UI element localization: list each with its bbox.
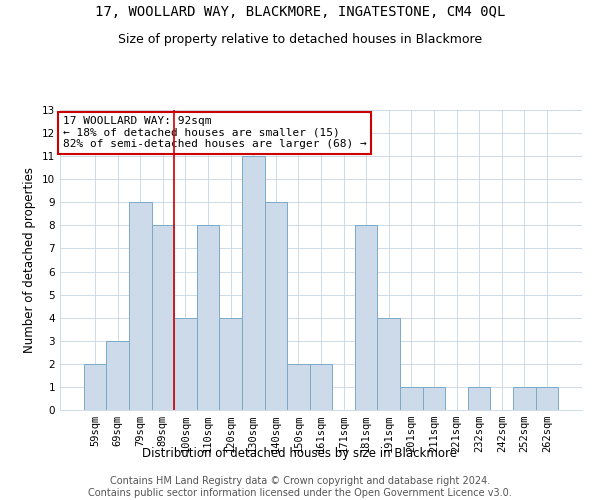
- Bar: [242, 156, 265, 410]
- Bar: [310, 364, 332, 410]
- Bar: [220, 318, 242, 410]
- Text: 17 WOOLLARD WAY: 92sqm
← 18% of detached houses are smaller (15)
82% of semi-det: 17 WOOLLARD WAY: 92sqm ← 18% of detached…: [62, 116, 367, 149]
- Bar: [287, 364, 310, 410]
- Text: Distribution of detached houses by size in Blackmore: Distribution of detached houses by size …: [143, 448, 458, 460]
- Bar: [129, 202, 152, 410]
- Bar: [152, 226, 174, 410]
- Bar: [536, 387, 558, 410]
- Bar: [468, 387, 490, 410]
- Text: 17, WOOLLARD WAY, BLACKMORE, INGATESTONE, CM4 0QL: 17, WOOLLARD WAY, BLACKMORE, INGATESTONE…: [95, 5, 505, 19]
- Text: Size of property relative to detached houses in Blackmore: Size of property relative to detached ho…: [118, 32, 482, 46]
- Bar: [422, 387, 445, 410]
- Bar: [377, 318, 400, 410]
- Bar: [84, 364, 106, 410]
- Bar: [265, 202, 287, 410]
- Y-axis label: Number of detached properties: Number of detached properties: [23, 167, 37, 353]
- Bar: [174, 318, 197, 410]
- Bar: [400, 387, 422, 410]
- Bar: [106, 341, 129, 410]
- Bar: [355, 226, 377, 410]
- Text: Contains HM Land Registry data © Crown copyright and database right 2024.
Contai: Contains HM Land Registry data © Crown c…: [88, 476, 512, 498]
- Bar: [197, 226, 220, 410]
- Bar: [513, 387, 536, 410]
